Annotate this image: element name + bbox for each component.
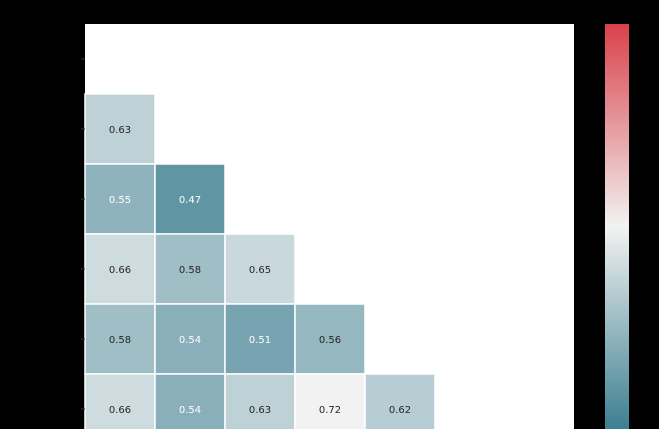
cell-value-label: 0.54	[179, 405, 201, 416]
heatmap-cell	[84, 303, 156, 375]
cell-value-label: 0.58	[109, 335, 131, 346]
heatmap-cell	[224, 373, 296, 429]
cell-value-label: 0.51	[249, 335, 271, 346]
heatmap-cell	[154, 233, 226, 305]
cell-value-label: 0.72	[319, 405, 341, 416]
cell-value-label: 0.63	[249, 405, 271, 416]
cell-value-label: 0.58	[179, 265, 201, 276]
cell-value-label: 0.56	[319, 335, 341, 346]
y-axis-ticks	[81, 58, 85, 410]
cell-value-label: 0.66	[109, 405, 131, 416]
colorbar	[605, 24, 629, 429]
cell-value-label: 0.65	[249, 265, 271, 276]
cell-value-label: 0.55	[109, 195, 131, 206]
cell-value-label: 0.54	[179, 335, 201, 346]
heatmap-cell	[364, 373, 436, 429]
heatmap-cells: 0.63 0.55 0.47 0.66 0.58 0.65 0.58 0.54 0.51 0.56…	[84, 93, 436, 429]
cell-value-label: 0.66	[109, 265, 131, 276]
cell-value-label: 0.62	[389, 405, 411, 416]
heatmap-cell	[154, 303, 226, 375]
cell-value-label: 0.47	[179, 195, 201, 206]
heatmap-cell	[84, 93, 156, 165]
heatmap-cell	[294, 373, 366, 429]
cell-value-label: 0.63	[109, 125, 131, 136]
heatmap-cell	[154, 373, 226, 429]
heatmap-cell	[84, 373, 156, 429]
heatmap-cell	[294, 303, 366, 375]
